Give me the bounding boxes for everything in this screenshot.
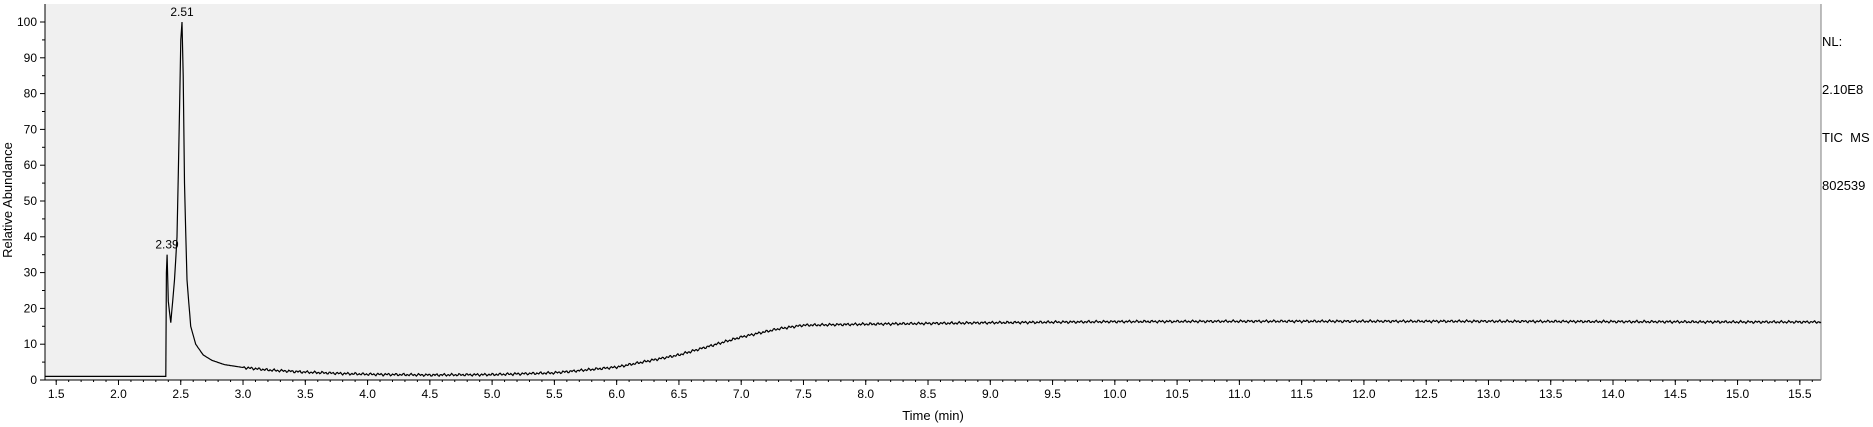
x-tick-label: 8.0 xyxy=(857,387,874,401)
y-tick-label: 70 xyxy=(24,122,38,136)
x-tick-label: 13.5 xyxy=(1539,387,1563,401)
x-tick-label: 15.0 xyxy=(1726,387,1750,401)
x-tick-label: 1.5 xyxy=(48,387,65,401)
y-tick-label: 100 xyxy=(17,15,37,29)
y-axis-ticks: 0 10 20 30 40 50 60 70 80 90 100 xyxy=(17,15,45,387)
nl-label: NL: xyxy=(1822,34,1843,49)
x-tick-label: 4.5 xyxy=(421,387,438,401)
trace-type: TIC MS xyxy=(1822,130,1870,145)
y-tick-label: 50 xyxy=(24,194,38,208)
y-tick-label: 90 xyxy=(24,51,38,65)
x-tick-label: 9.5 xyxy=(1044,387,1061,401)
x-tick-label: 11.5 xyxy=(1290,387,1313,401)
x-tick-label: 5.0 xyxy=(484,387,501,401)
tic-trace-line xyxy=(45,21,1822,378)
x-tick-label: 5.5 xyxy=(546,387,563,401)
x-tick-label: 2.5 xyxy=(172,387,189,401)
x-tick-label: 14.0 xyxy=(1601,387,1625,401)
x-tick-label: 10.0 xyxy=(1103,387,1127,401)
y-tick-label: 20 xyxy=(24,301,38,315)
file-id: 802539 xyxy=(1822,178,1866,193)
x-tick-label: 3.0 xyxy=(235,387,252,401)
x-tick-label: 13.0 xyxy=(1477,387,1501,401)
x-tick-label: 4.0 xyxy=(359,387,376,401)
x-axis-ticks: 1.5 2.0 2.5 3.0 3.5 4.0 4.5 5.0 5.5 6.0 6.5 7.0 7.5 8… xyxy=(48,380,1813,401)
x-tick-label: 12.0 xyxy=(1352,387,1376,401)
x-axis-label: Time (min) xyxy=(902,408,964,423)
y-tick-label: 80 xyxy=(24,87,38,101)
x-tick-label: 12.5 xyxy=(1415,387,1439,401)
x-tick-label: 7.5 xyxy=(795,387,812,401)
peak-labels: 2.51 2.39 xyxy=(155,5,194,252)
y-tick-label: 10 xyxy=(24,337,38,351)
x-tick-label: 3.5 xyxy=(297,387,314,401)
x-tick-label: 9.0 xyxy=(982,387,999,401)
x-tick-label: 6.0 xyxy=(608,387,625,401)
peak-label: 2.39 xyxy=(155,238,179,252)
x-tick-label: 7.0 xyxy=(733,387,750,401)
x-tick-label: 8.5 xyxy=(920,387,937,401)
x-tick-label: 2.0 xyxy=(110,387,127,401)
y-tick-label: 60 xyxy=(24,158,38,172)
x-tick-label: 11.0 xyxy=(1228,387,1251,401)
y-tick-label: 40 xyxy=(24,230,38,244)
normalization-info: NL: 2.10E8 TIC MS 802539 xyxy=(1822,2,1870,210)
x-tick-label: 10.5 xyxy=(1165,387,1189,401)
y-tick-label: 30 xyxy=(24,266,38,280)
plot-background xyxy=(45,4,1821,380)
x-tick-label: 6.5 xyxy=(671,387,688,401)
y-axis-label: Relative Abundance xyxy=(0,142,15,258)
peak-label: 2.51 xyxy=(170,5,194,19)
x-tick-label: 15.5 xyxy=(1788,387,1812,401)
nl-value: 2.10E8 xyxy=(1822,82,1864,97)
x-tick-label: 14.5 xyxy=(1664,387,1688,401)
y-tick-label: 0 xyxy=(30,373,37,387)
